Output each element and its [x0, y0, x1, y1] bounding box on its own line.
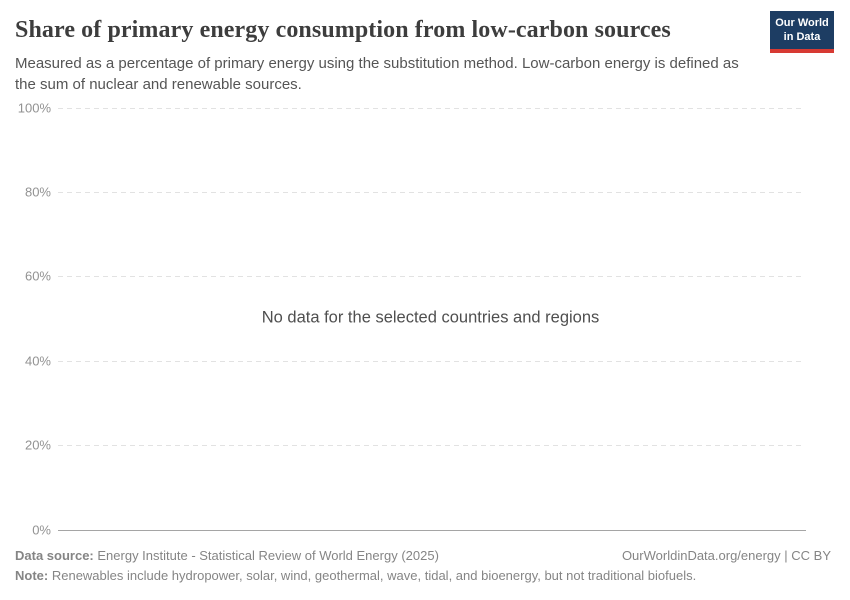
- note-label: Note:: [15, 568, 49, 583]
- gridline-100: [58, 108, 803, 109]
- owid-logo-line2: in Data: [783, 31, 821, 43]
- y-axis-tick-100: 100%: [17, 100, 51, 116]
- gridline-40: [58, 361, 803, 362]
- footer-sources-row: Data source: Energy Institute - Statisti…: [15, 548, 831, 564]
- chart-subtitle: Measured as a percentage of primary ener…: [15, 55, 739, 93]
- page-title: Share of primary energy consumption from…: [15, 17, 671, 43]
- x-axis-line: [58, 530, 806, 531]
- data-source-label: Data source:: [15, 548, 94, 563]
- y-axis-tick-80: 80%: [24, 184, 51, 200]
- gridline-60: [58, 276, 803, 277]
- owid-logo[interactable]: Our World in Data: [770, 11, 834, 53]
- owid-logo-line1: Our World: [775, 17, 829, 29]
- y-axis-tick-0: 0%: [32, 522, 51, 538]
- y-axis-tick-60: 60%: [24, 268, 51, 284]
- y-axis-tick-40: 40%: [24, 353, 51, 369]
- note-text: Renewables include hydropower, solar, wi…: [51, 568, 697, 583]
- footer-note-row: Note: Renewables include hydropower, sol…: [15, 568, 831, 584]
- data-source-line: Data source: Energy Institute - Statisti…: [15, 548, 439, 564]
- data-source-text: Energy Institute - Statistical Review of…: [97, 548, 439, 563]
- owid-url-link[interactable]: OurWorldinData.org/energy | CC BY: [621, 548, 831, 563]
- no-data-message: No data for the selected countries and r…: [261, 308, 600, 327]
- gridline-20: [58, 445, 803, 446]
- y-axis-tick-20: 20%: [24, 437, 51, 453]
- gridline-80: [58, 192, 803, 193]
